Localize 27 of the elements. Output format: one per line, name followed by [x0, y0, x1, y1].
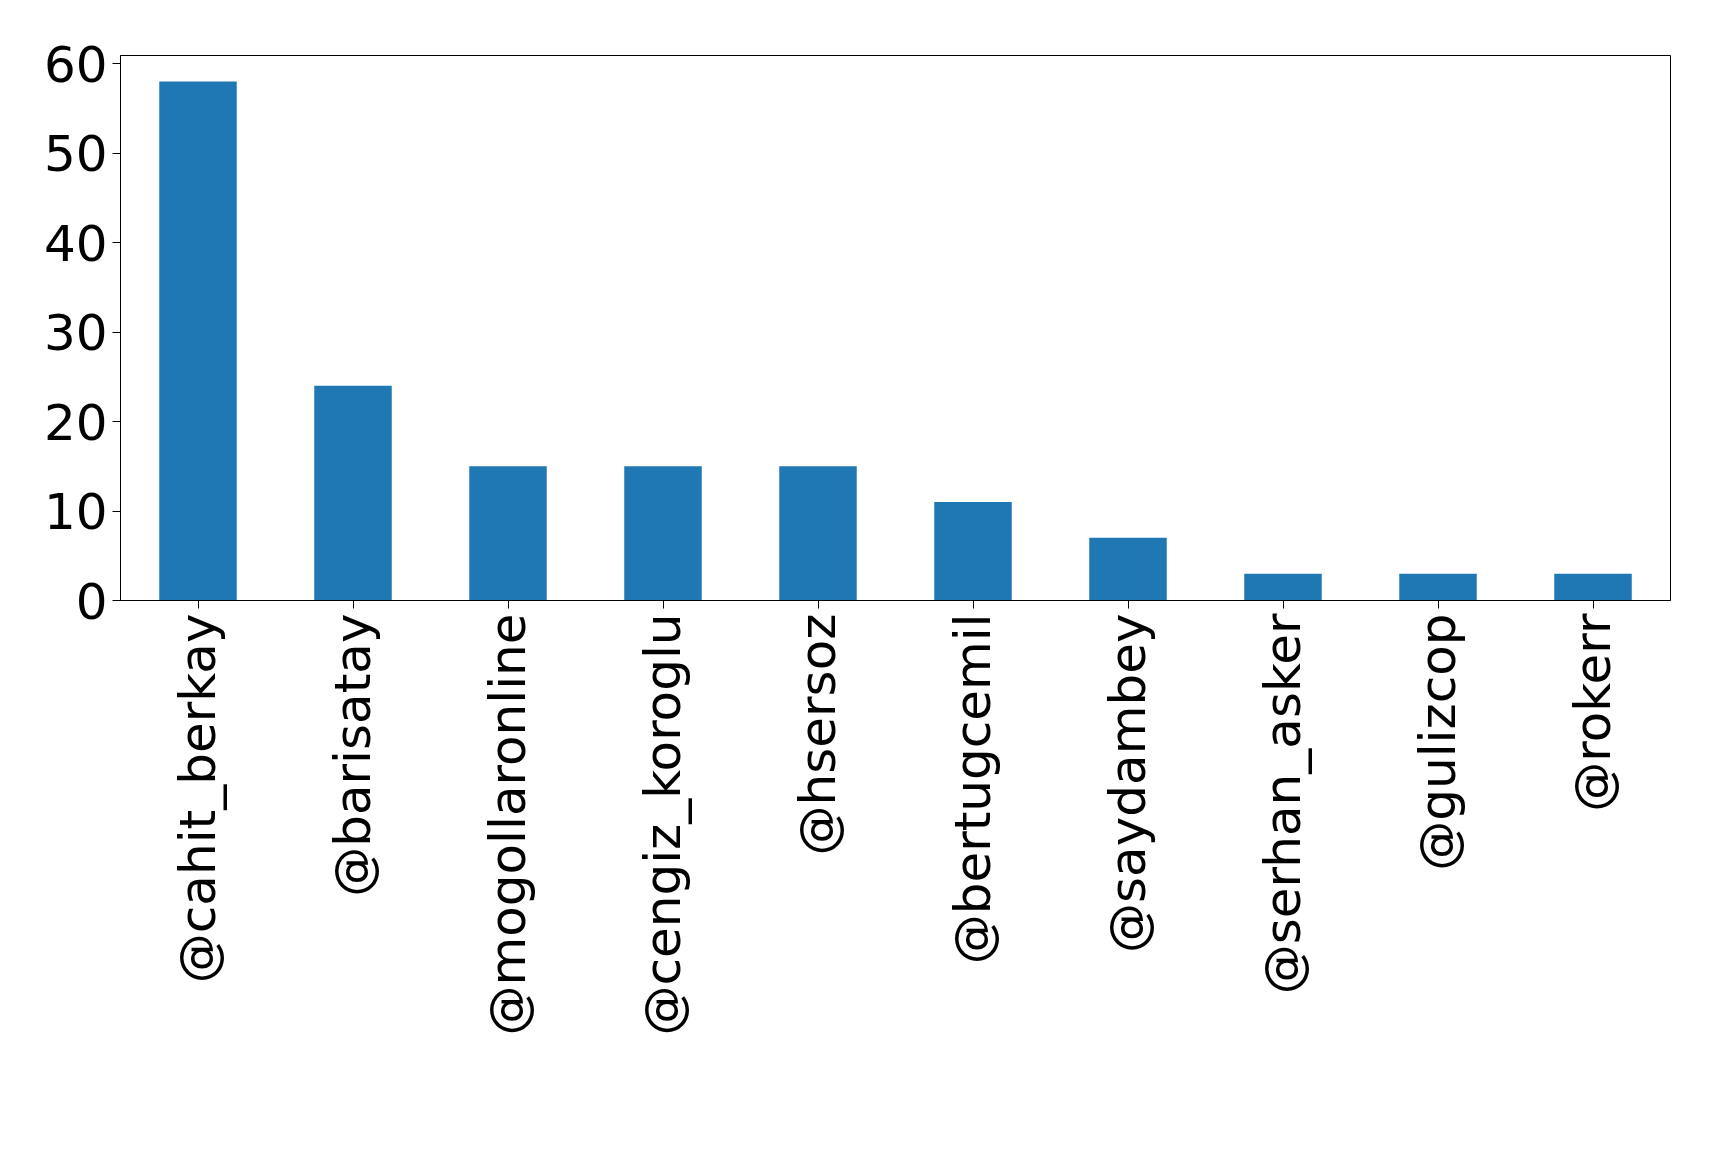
bar — [469, 466, 547, 601]
bar — [314, 385, 392, 601]
bar — [1554, 573, 1632, 601]
y-tick-label: 50 — [43, 125, 108, 184]
x-tick-label: @saydambey — [1099, 613, 1157, 953]
y-tick-label: 30 — [43, 304, 108, 363]
bar — [1244, 573, 1322, 601]
bar — [1399, 573, 1477, 601]
y-tick-label: 20 — [43, 393, 108, 452]
y-tick-label: 10 — [43, 483, 108, 542]
x-tick-label: @rokerr — [1564, 613, 1622, 812]
x-tick-label: @gulizcop — [1409, 613, 1467, 871]
x-tick-label: @cengiz_koroglu — [634, 613, 692, 1036]
y-tick-label: 0 — [75, 572, 108, 631]
bar — [934, 502, 1012, 601]
bar — [779, 466, 857, 601]
x-tick-label: @cahit_berkay — [169, 613, 227, 984]
bar — [159, 81, 237, 601]
bar — [624, 466, 702, 601]
x-tick-label: @serhan_asker — [1254, 613, 1312, 995]
x-tick-label: @hsersoz — [789, 613, 847, 856]
bar — [1089, 537, 1167, 601]
y-tick-label: 60 — [43, 35, 108, 94]
x-tick-label: @mogollaronline — [479, 613, 537, 1036]
y-tick-label: 40 — [43, 214, 108, 273]
x-tick-label: @bertugcemil — [944, 613, 1002, 965]
x-tick-label: @barisatay — [324, 613, 382, 897]
